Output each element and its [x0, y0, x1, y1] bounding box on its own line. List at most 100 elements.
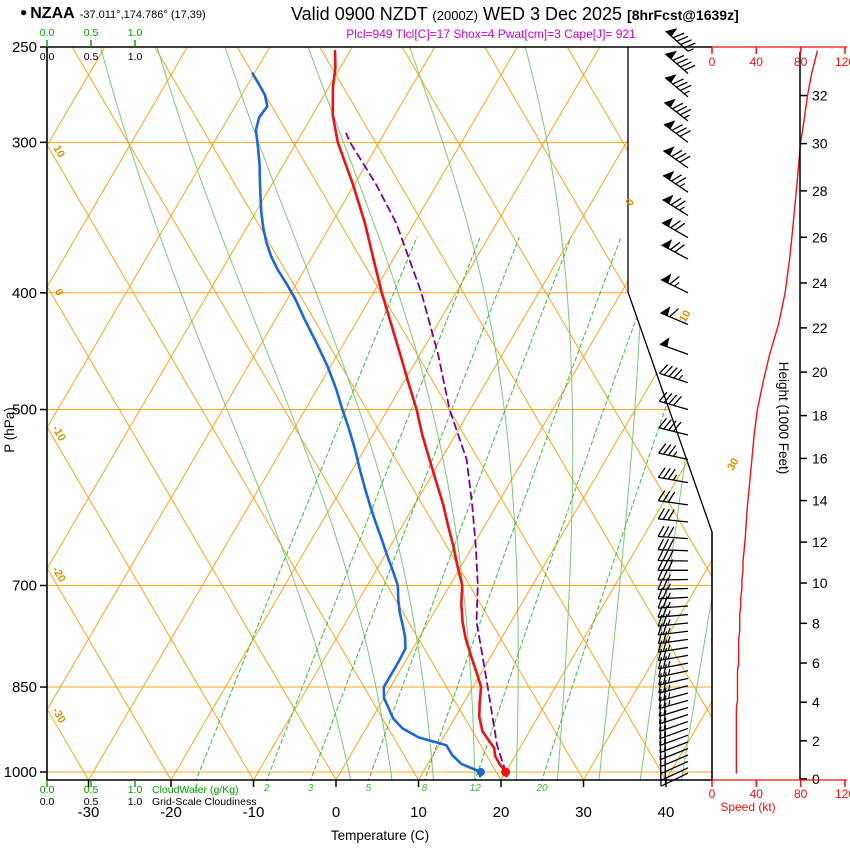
valid-time-title: Valid 0900 NZDT (2000Z) WED 3 Dec 2025 [… [291, 4, 739, 25]
height-tick-label: 8 [812, 615, 820, 631]
speed-axis-title: Speed (kt) [720, 800, 775, 814]
height-tick-label: 2 [812, 733, 820, 749]
moist-adiabat-line [100, 47, 352, 780]
isotherm-line [253, 47, 683, 780]
barb-feather [673, 395, 682, 406]
barb-feather [672, 32, 685, 39]
barb-feather [667, 468, 676, 480]
height-tick-label: 30 [812, 136, 828, 152]
wind-barb [657, 578, 689, 591]
mixing-ratio-line [367, 237, 572, 780]
pressure-axis-title: P (hPa) [2, 407, 17, 453]
wind-barb [657, 525, 689, 540]
temperature-tick-label: 30 [575, 804, 592, 821]
barb-feather [658, 711, 662, 724]
barb-feather [663, 365, 673, 376]
barb-feather [675, 152, 687, 160]
barb-feather [657, 508, 665, 520]
mixing-ratio-label: 8 [422, 783, 428, 794]
wind-barb [663, 98, 692, 122]
barb-feather [669, 275, 680, 285]
barb-feather [674, 244, 685, 253]
dry-adiabat-line [47, 47, 337, 780]
barb-feather [657, 578, 664, 590]
barb-pennant [665, 74, 677, 83]
barb-feather [662, 559, 669, 571]
barb-feather [662, 526, 670, 538]
barb-feather [658, 704, 662, 717]
barb-half-feather [683, 90, 690, 95]
barb-feather [662, 596, 668, 608]
barb-staff [658, 535, 689, 540]
barb-feather [663, 687, 667, 700]
barb-half-feather [674, 281, 680, 287]
height-tick-label: 18 [812, 408, 828, 424]
temperature-curve [331, 49, 508, 778]
temperature-tick-label: 10 [410, 804, 427, 821]
barb-staff [658, 518, 689, 523]
temperature-tick-label: 40 [658, 804, 675, 821]
barb-feather [662, 568, 669, 581]
mixing-ratio-line [194, 237, 418, 780]
cloudwater-tick-label-bottom: 0.5 [84, 784, 99, 796]
barb-feather [663, 444, 672, 455]
isotherm-edge-label: 30 [725, 456, 742, 473]
barb-half-feather [679, 206, 685, 211]
cloudiness-tick-label-top: 0.5 [84, 51, 99, 63]
barb-feather [662, 468, 671, 479]
barb-half-feather [667, 583, 671, 590]
barb-staff [658, 427, 689, 436]
barb-feather [657, 549, 664, 561]
barb-pennant [663, 170, 675, 180]
mixing-ratio-line [423, 237, 622, 780]
wind-barb [663, 120, 691, 143]
speed-tick-label-top: 80 [794, 55, 808, 69]
barb-feather [679, 130, 691, 137]
wind-barb [657, 587, 689, 600]
barb-feather [680, 39, 692, 46]
wind-barb [657, 622, 689, 636]
wind-barb [658, 364, 689, 384]
barb-feather [667, 526, 675, 538]
barb-feather [663, 695, 667, 708]
isotherm-edge-label: -20 [49, 565, 67, 585]
barb-feather [658, 364, 669, 374]
barb-feather [662, 605, 668, 617]
mixing-ratio-label: 3 [308, 783, 314, 794]
barb-pennant [665, 50, 677, 60]
barb-feather [667, 539, 675, 551]
cloudwater-tick-label-top: 0.0 [40, 27, 55, 39]
mixing-ratio-label: 1 [193, 783, 199, 794]
barb-staff [658, 670, 689, 678]
barb-feather [658, 391, 668, 402]
dry-adiabat-line [47, 47, 172, 780]
height-tick-label: 32 [812, 88, 828, 104]
temperature-tick-label: -30 [78, 804, 100, 821]
dry-adiabat-line [154, 47, 584, 780]
wind-barb [658, 687, 689, 702]
barb-feather [662, 490, 671, 502]
dry-adiabat-line [71, 47, 502, 780]
barb-half-feather [679, 183, 686, 188]
wind-barb [658, 664, 689, 678]
barb-feather [657, 587, 664, 600]
barb-feather [671, 174, 683, 182]
barb-half-feather [667, 601, 671, 608]
cloudiness-tick-label-bottom: 0.5 [84, 796, 99, 808]
barb-pennant [664, 120, 676, 130]
barb-feather [667, 559, 674, 571]
barb-staff [658, 476, 689, 484]
dry-adiabat-line [47, 47, 419, 780]
isotherm-line [88, 47, 518, 780]
isotherm-line [500, 47, 712, 780]
wind-barb [661, 217, 689, 239]
wind-barb [657, 656, 689, 670]
height-tick-label: 16 [812, 450, 828, 466]
barb-half-feather [683, 114, 690, 119]
barb-half-feather [667, 644, 671, 651]
barb-half-feather [668, 699, 671, 707]
barb-pennant [664, 98, 676, 108]
barb-feather [671, 124, 683, 131]
barb-staff [658, 699, 689, 710]
